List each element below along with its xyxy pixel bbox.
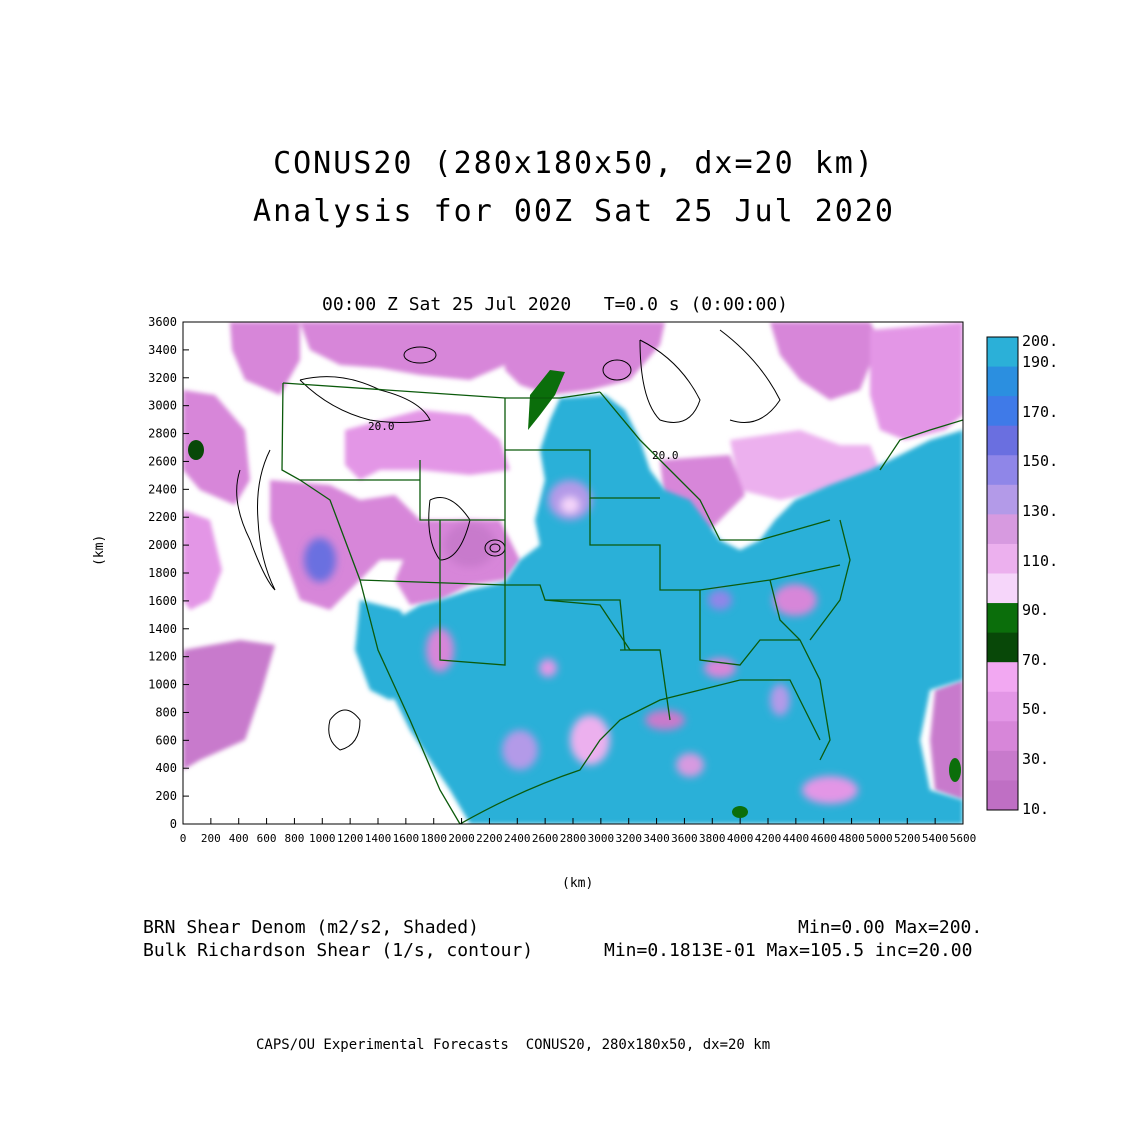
x-tick-label: 4600 xyxy=(810,832,837,845)
y-tick-label: 600 xyxy=(155,733,177,747)
x-tick-label: 3800 xyxy=(699,832,726,845)
x-tick-label: 3600 xyxy=(671,832,698,845)
x-tick-label: 1000 xyxy=(309,832,336,845)
y-axis: 0 200 400 600 800 1000 1200 1400 1600 1800 2000 220… xyxy=(148,315,189,831)
legend-label-50: 50. xyxy=(1022,700,1050,718)
x-tick-label: 4000 xyxy=(727,832,754,845)
y-tick-label: 1600 xyxy=(148,594,177,608)
plot-time-label: 00:00 Z Sat 25 Jul 2020 T=0.0 s (0:00:00… xyxy=(322,294,788,315)
legend-label-110: 110. xyxy=(1022,552,1059,570)
y-tick-label: 2200 xyxy=(148,510,177,524)
shaded-field-label: BRN Shear Denom (m2/s2, Shaded) xyxy=(143,917,479,938)
x-tick-label: 200 xyxy=(201,832,221,845)
contour-label-2: 20.0 xyxy=(652,449,679,462)
x-tick-label: 4800 xyxy=(838,832,865,845)
x-tick-label: 4400 xyxy=(783,832,810,845)
legend-swatch xyxy=(987,337,1018,368)
contour-field-label: Bulk Richardson Shear (1/s, contour) xyxy=(143,940,534,961)
legend-swatch xyxy=(987,603,1018,634)
y-tick-label: 800 xyxy=(155,705,177,719)
title-line-2: Analysis for 00Z Sat 25 Jul 2020 xyxy=(253,194,895,229)
legend-swatch xyxy=(987,632,1018,663)
y-tick-label: 3400 xyxy=(148,343,177,357)
legend-label-70: 70. xyxy=(1022,651,1050,669)
y-tick-label: 0 xyxy=(170,817,177,831)
y-tick-label: 2600 xyxy=(148,454,177,468)
x-tick-label: 3200 xyxy=(615,832,642,845)
x-tick-label: 800 xyxy=(284,832,304,845)
y-tick-label: 1200 xyxy=(148,650,177,664)
x-tick-label: 400 xyxy=(229,832,249,845)
x-tick-label: 600 xyxy=(257,832,277,845)
y-tick-label: 2800 xyxy=(148,427,177,441)
x-tick-label: 5200 xyxy=(894,832,921,845)
legend-label-130: 130. xyxy=(1022,502,1059,520)
x-tick-label: 2200 xyxy=(476,832,503,845)
x-tick-label: 3000 xyxy=(588,832,615,845)
contour-lines xyxy=(236,329,781,751)
legend-swatch xyxy=(987,543,1018,574)
legend-swatch xyxy=(987,366,1018,397)
legend-swatch xyxy=(987,662,1018,693)
shaded-mid-patches xyxy=(304,480,858,804)
x-tick-label: 4200 xyxy=(755,832,782,845)
legend-label-150: 150. xyxy=(1022,452,1059,470)
y-tick-label: 1400 xyxy=(148,622,177,636)
x-tick-label: 2000 xyxy=(448,832,475,845)
x-tick-label: 1200 xyxy=(337,832,364,845)
map-field xyxy=(183,322,963,824)
shaded-green-bands xyxy=(188,370,961,818)
legend-label-30: 30. xyxy=(1022,750,1050,768)
y-tick-label: 200 xyxy=(155,789,177,803)
legend-swatch xyxy=(987,780,1018,811)
contour-label-1: 20.0 xyxy=(368,420,395,433)
legend-swatch xyxy=(987,721,1018,752)
legend-swatch xyxy=(987,425,1018,456)
legend-label-200: 200. xyxy=(1022,332,1059,350)
x-tick-label: 2800 xyxy=(560,832,587,845)
y-axis-unit: (km) xyxy=(92,534,107,566)
x-tick-label: 5400 xyxy=(922,832,949,845)
legend-label-170: 170. xyxy=(1022,403,1059,421)
legend-label-10: 10. xyxy=(1022,800,1050,818)
boundary-lines xyxy=(281,382,963,824)
x-axis: 0 200 400 600 800 1000 1200 1400 1600 1800 2000 220… xyxy=(180,818,977,845)
x-tick-label: 2400 xyxy=(504,832,531,845)
y-tick-label: 400 xyxy=(155,761,177,775)
legend-swatch xyxy=(987,484,1018,515)
legend-swatch xyxy=(987,691,1018,722)
legend-swatch xyxy=(987,573,1018,604)
y-tick-label: 3600 xyxy=(148,315,177,329)
x-tick-label: 5000 xyxy=(866,832,893,845)
x-tick-label: 0 xyxy=(180,832,187,845)
legend-label-90: 90. xyxy=(1022,601,1050,619)
x-axis-unit: (km) xyxy=(562,876,594,891)
credit-line: CAPS/OU Experimental Forecasts CONUS20, … xyxy=(256,1037,771,1053)
title-line-1: CONUS20 (280x180x50, dx=20 km) xyxy=(273,146,875,181)
y-tick-label: 2000 xyxy=(148,538,177,552)
x-tick-label: 3400 xyxy=(643,832,670,845)
y-tick-label: 2400 xyxy=(148,482,177,496)
legend-swatch xyxy=(987,514,1018,545)
x-tick-label: 1400 xyxy=(365,832,392,845)
legend-label-190: 190. xyxy=(1022,353,1059,371)
x-tick-label: 5600 xyxy=(950,832,977,845)
legend-swatch xyxy=(987,455,1018,486)
contour-range-label: Min=0.1813E-01 Max=105.5 inc=20.00 xyxy=(604,940,973,961)
y-tick-label: 1000 xyxy=(148,678,177,692)
y-tick-label: 1800 xyxy=(148,566,177,580)
y-tick-label: 3200 xyxy=(148,371,177,385)
x-tick-label: 2600 xyxy=(532,832,559,845)
legend-swatch xyxy=(987,396,1018,427)
y-tick-label: 3000 xyxy=(148,399,177,413)
shaded-range-label: Min=0.00 Max=200. xyxy=(798,917,983,938)
legend-swatch xyxy=(987,750,1018,781)
x-tick-label: 1800 xyxy=(420,832,447,845)
legend-frame xyxy=(986,336,1019,811)
color-legend-bar xyxy=(986,336,1019,811)
x-tick-label: 1600 xyxy=(393,832,420,845)
